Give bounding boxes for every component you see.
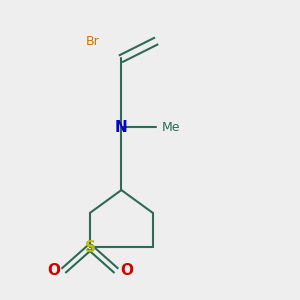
Text: N: N — [115, 120, 128, 135]
Text: S: S — [84, 240, 95, 255]
Text: Br: Br — [86, 35, 100, 48]
Text: O: O — [47, 263, 60, 278]
Text: Me: Me — [161, 121, 180, 134]
Text: O: O — [120, 263, 133, 278]
